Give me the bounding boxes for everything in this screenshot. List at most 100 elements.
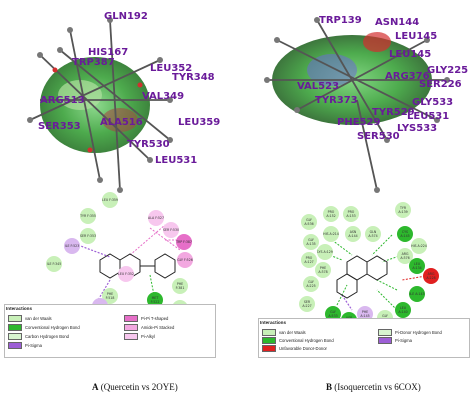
legend-left-item-2: Carbon Hydrogen Bond — [8, 333, 69, 340]
legend-label: van der Waals — [279, 330, 306, 335]
residue-node: LEU A:140 — [395, 302, 411, 318]
residue-node: CYS A:145 — [397, 226, 413, 242]
caption-left-letter: A — [92, 382, 99, 392]
legend-swatch — [8, 315, 22, 322]
label-3d-11: SER353 — [38, 121, 81, 132]
residue-node: SER F:353 — [80, 228, 96, 244]
residue-node: TYR A:139 — [395, 202, 411, 218]
legend-left-item-4: Pi-Pi T-shaped — [124, 315, 168, 322]
label-3d-6: VAL349 — [142, 91, 185, 102]
residue-node: GLN A:374 — [365, 226, 381, 242]
residue-node: LEU F:359 — [102, 192, 118, 208]
legend-swatch — [8, 324, 22, 331]
label-3d-3: TRP387 — [72, 57, 115, 68]
legend-swatch — [378, 329, 392, 336]
residue-node: PHE F:381 — [172, 278, 188, 294]
legend-label: van der Waals — [25, 316, 52, 321]
label-3d-r4: LEU145 — [389, 49, 432, 60]
legend-label: Carbon Hydrogen Bond — [25, 334, 69, 339]
residue-node: LEU F:352 — [118, 266, 134, 282]
right-2d-diagram: PRO A:153 PRO A:152 TYR A:139 GLY A:536 … — [237, 200, 474, 340]
label-3d-r13: LYS533 — [397, 123, 438, 134]
residue-node: HIS A:214 — [323, 226, 339, 242]
residue-node: ALA F:527 — [148, 210, 164, 226]
legend-swatch — [262, 337, 276, 344]
legend-right-item-2: Unfavorable Donor-Donor — [262, 345, 327, 352]
label-3d-r9: GLY533 — [412, 97, 454, 108]
label-3d-r2: ASN144 — [375, 17, 420, 28]
legend-label: Amide-Pi Stacked — [141, 325, 175, 330]
legend-right-item-3: Pi-Donor Hydrogen Bond — [378, 329, 442, 336]
residue-node: LEU A:134 — [409, 258, 425, 274]
label-3d-8: ARG513 — [40, 95, 85, 106]
label-3d-r14: SER530 — [357, 131, 400, 142]
legend-left-item-5: Amide-Pi Stacked — [124, 324, 174, 331]
label-3d-7: LEU359 — [178, 117, 221, 128]
legend-left — [4, 304, 216, 358]
label-3d-5: TYR348 — [172, 72, 215, 83]
label-3d-r1: TRP139 — [319, 15, 362, 26]
residue-node: ILE F:345 — [46, 256, 62, 272]
label-3d-r10: TYR529 — [372, 107, 415, 118]
label-3d-2: HIS167 — [88, 47, 129, 58]
legend-label: Pi-Sigma — [25, 343, 42, 348]
legend-swatch — [124, 315, 138, 322]
legend-swatch — [262, 345, 276, 352]
residue-node: HIS A:224 — [411, 238, 427, 254]
residue-node: ASN A:144 — [345, 226, 361, 242]
legend-right-item-0: van der Waals — [262, 329, 306, 336]
label-3d-9: LEU531 — [155, 155, 198, 166]
caption-left-text: (Quercetin vs 2OYE) — [100, 382, 178, 392]
label-3d-r7: SER226 — [419, 79, 462, 90]
residue-node: LYS A:129 — [317, 244, 333, 260]
legend-left-title: Interactions — [6, 306, 33, 311]
caption-right-text: (Isoquercetin vs 6COX) — [334, 382, 421, 392]
residue-node: GLY F:526 — [177, 252, 193, 268]
legend-swatch — [262, 329, 276, 336]
legend-swatch — [378, 337, 392, 344]
legend-label: Pi-Alkyl — [141, 334, 155, 339]
label-3d-r3: LEU145 — [395, 31, 438, 42]
label-3d-r8: TYR373 — [315, 95, 358, 106]
legend-label: Conventional Hydrogen Bond — [25, 325, 80, 330]
residue-node: PRO A:127 — [301, 252, 317, 268]
legend-swatch — [8, 333, 22, 340]
legend-right-item-1: Conventional Hydrogen Bond — [262, 337, 334, 344]
residue-node: TRP F:387 — [176, 234, 192, 250]
legend-label: Pi-Donor Hydrogen Bond — [395, 330, 442, 335]
left-3d-molecule — [27, 17, 173, 193]
residue-node: ILE A:143 — [409, 286, 425, 302]
legend-right-item-4: Pi-Sigma — [378, 337, 412, 344]
label-3d-r11: PHE529 — [337, 117, 381, 128]
legend-label: Conventional Hydrogen Bond — [279, 338, 334, 343]
legend-left-item-3: Pi-Sigma — [8, 342, 42, 349]
legend-swatch — [8, 342, 22, 349]
label-3d-1: GLN192 — [104, 11, 148, 22]
label-3d-4: LEU352 — [150, 63, 193, 74]
residue-node: SER A:227 — [299, 296, 315, 312]
label-3d-12: ALA516 — [100, 117, 143, 128]
label-3d-r6: GLY225 — [427, 65, 469, 76]
residue-node: ILE F:523 — [64, 238, 80, 254]
legend-right — [258, 318, 470, 358]
legend-label: Pi-Sigma — [395, 338, 412, 343]
legend-right-title: Interactions — [260, 320, 287, 325]
residue-node: GLY A:225 — [303, 276, 319, 292]
residue-node: GLY A:135 — [303, 234, 319, 250]
right-3d-structure: TRP139 ASN144 LEU145 LEU145 ARG376 GLY22… — [237, 0, 474, 200]
legend-left-item-1: Conventional Hydrogen Bond — [8, 324, 80, 331]
residue-node: GLY A:536 — [301, 214, 317, 230]
legend-swatch — [124, 333, 138, 340]
legend-label: Unfavorable Donor-Donor — [279, 346, 327, 351]
left-3d-structure: GLN192 HIS167 TRP387 LEU352 TYR348 VAL34… — [0, 0, 237, 200]
residue-node: PRO A:152 — [323, 206, 339, 222]
legend-label: Pi-Pi T-shaped — [141, 316, 169, 321]
residue-node: PRO A:153 — [343, 206, 359, 222]
caption-right-letter: B — [326, 382, 333, 392]
residue-node: ARG A:228 — [423, 268, 439, 284]
legend-swatch — [124, 324, 138, 331]
residue-node: TYR F:355 — [80, 208, 96, 224]
label-3d-r15: LEU531 — [407, 111, 450, 122]
legend-left-item-0: van der Waals — [8, 315, 52, 322]
right-3d-molecule — [264, 17, 450, 193]
